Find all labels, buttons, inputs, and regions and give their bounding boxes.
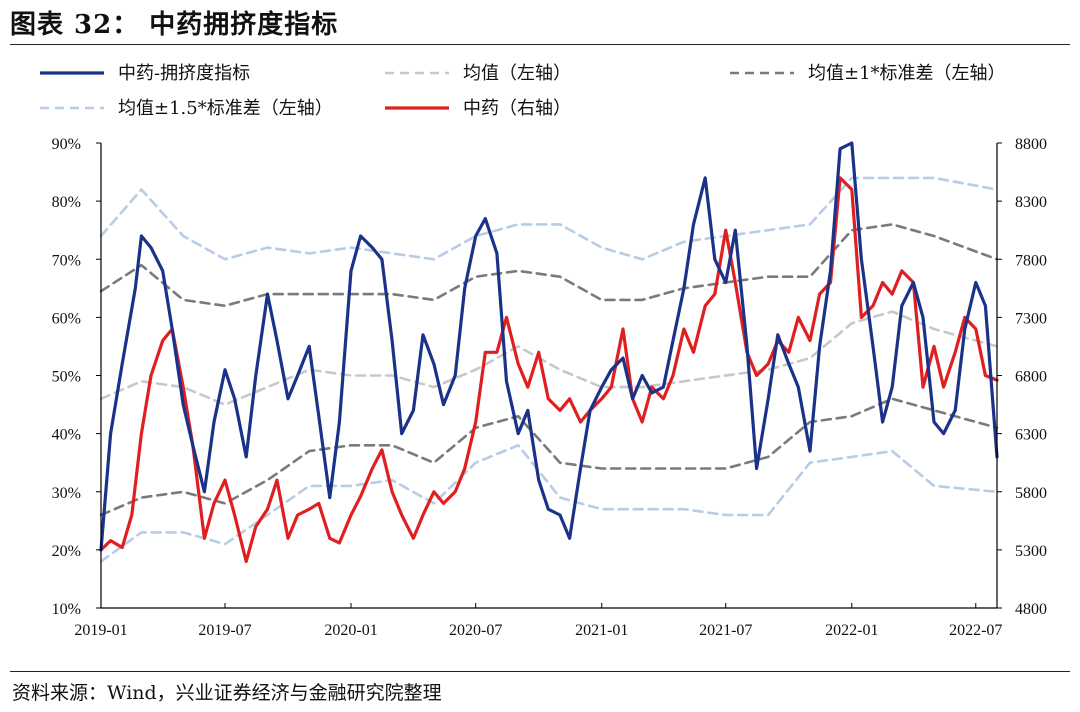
chart: 中药-拥挤度指标 均值（左轴） 均值±1*标准差（左轴） 均值±1.5*标准差（左轴）… [40,63,1047,639]
series-line-0 [99,141,999,552]
y-left-tick-label: 20% [52,543,81,560]
series-line-2 [99,223,999,308]
y-right-tick-label: 5800 [1015,485,1047,502]
title-rule [10,44,1070,45]
legend-label: 均值±1.5*标准差（左轴） [118,98,333,119]
legend-label: 均值（左轴） [463,63,571,84]
x-tick-label: 2021-07 [699,622,752,639]
page-title: 图表 32： 中药拥挤度指标 [10,10,339,40]
y-left-tick-label: 90% [52,136,81,153]
axes: 10% 20% 30% 40% 50% 60% 70% 80% 90% 4800 5300 5800 6… [52,136,1047,639]
y-left-tick-label: 80% [52,194,81,211]
y-left-tick-label: 10% [52,601,81,618]
x-tick-label: 2022-01 [825,622,878,639]
y-left-tick-label: 30% [52,485,81,502]
series-line-1 [99,310,999,406]
x-tick-label: 2020-01 [324,622,377,639]
legend: 中药-拥挤度指标 均值（左轴） 均值±1*标准差（左轴） 均值±1.5*标准差（左轴）… [40,63,1006,119]
y-right-tick-label: 7800 [1015,252,1047,269]
y-right-tick-label: 8800 [1015,136,1047,153]
legend-label: 中药-拥挤度指标 [118,63,250,84]
source-note: 资料来源：Wind，兴业证券经济与金融研究院整理 [12,682,442,704]
series-line-5 [99,443,999,563]
x-tick-label: 2022-07 [949,622,1002,639]
y-left-tick-label: 40% [52,427,81,444]
series-line-3 [99,397,999,517]
legend-label: 中药（右轴） [463,98,571,119]
y-left-tick-label: 60% [52,310,81,327]
y-right-tick-label: 4800 [1015,601,1047,618]
y-right-tick-label: 5300 [1015,543,1047,560]
legend-label: 均值±1*标准差（左轴） [808,63,1006,84]
x-tick-label: 2019-01 [74,622,127,639]
y-left-tick-label: 50% [52,369,81,386]
y-right-tick-label: 6300 [1015,427,1047,444]
y-left-tick-label: 70% [52,252,81,269]
y-right-tick-label: 7300 [1015,310,1047,327]
y-right-tick-label: 8300 [1015,194,1047,211]
x-tick-label: 2019-07 [198,622,251,639]
series-line-4 [99,176,999,261]
plot-area [99,141,999,564]
y-right-tick-label: 6800 [1015,369,1047,386]
x-tick-label: 2020-07 [449,622,502,639]
source-rule [10,671,1070,672]
series-line-6 [99,176,999,564]
x-tick-label: 2021-01 [575,622,628,639]
